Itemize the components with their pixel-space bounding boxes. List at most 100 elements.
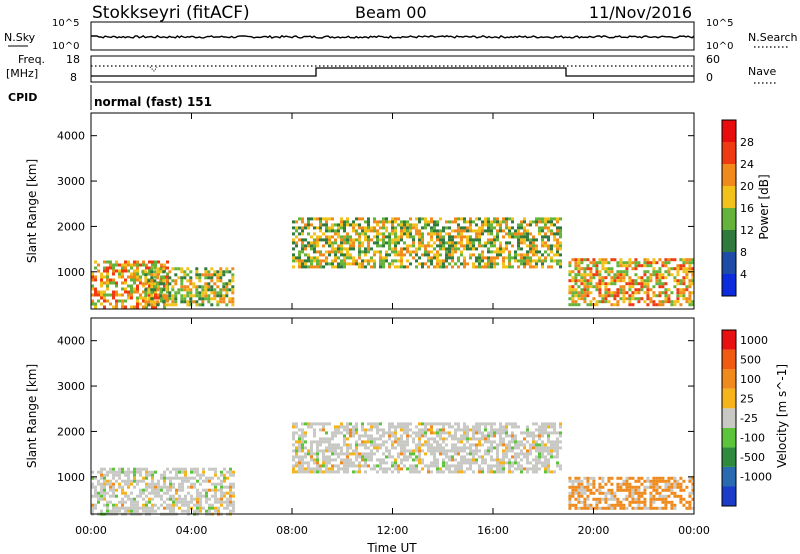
echo-cell xyxy=(454,446,457,450)
echo-cell xyxy=(613,282,617,286)
echo-cell xyxy=(583,488,587,492)
echo-cell xyxy=(301,226,304,230)
echo-cell xyxy=(646,476,650,480)
echo-cell xyxy=(673,267,677,271)
echo-cell xyxy=(144,273,148,277)
echo-cell xyxy=(400,229,403,233)
echo-cell xyxy=(424,431,427,435)
echo-cell xyxy=(616,273,620,277)
echo-cell xyxy=(517,229,520,233)
echo-cell xyxy=(391,431,394,435)
echo-cell xyxy=(325,238,328,242)
echo-cell xyxy=(502,425,505,429)
echo-cell xyxy=(106,491,109,495)
echo-cell xyxy=(646,264,650,268)
echo-cell xyxy=(103,467,106,471)
echo-cell xyxy=(231,276,235,280)
echo-cell xyxy=(418,449,421,453)
echo-cell xyxy=(421,431,424,435)
echo-cell xyxy=(526,232,529,236)
echo-cell xyxy=(156,276,160,280)
echo-cell xyxy=(133,260,136,264)
echo-cell xyxy=(550,223,553,227)
echo-cell xyxy=(451,256,454,260)
echo-cell xyxy=(232,500,235,504)
echo-cell xyxy=(685,288,689,292)
echo-cell xyxy=(544,223,547,227)
echo-cell xyxy=(388,452,391,456)
echo-cell xyxy=(433,253,436,257)
echo-cell xyxy=(592,485,596,489)
echo-cell xyxy=(493,428,496,432)
echo-cell xyxy=(571,303,575,307)
echo-cell xyxy=(646,258,650,262)
echo-cell xyxy=(310,470,313,474)
echo-cell xyxy=(361,452,364,456)
echo-cell xyxy=(100,281,103,285)
echo-cell xyxy=(472,437,475,441)
echo-cell xyxy=(544,244,547,248)
echo-cell xyxy=(394,428,397,432)
echo-cell xyxy=(451,238,454,242)
echo-cell xyxy=(397,253,400,257)
echo-cell xyxy=(571,488,575,492)
echo-cell xyxy=(150,303,154,307)
echo-cell xyxy=(553,428,556,432)
echo-cell xyxy=(646,288,650,292)
echo-cell xyxy=(204,285,208,289)
echo-cell xyxy=(325,446,328,450)
echo-cell xyxy=(541,244,544,248)
echo-cell xyxy=(619,482,623,486)
echo-cell xyxy=(115,494,118,498)
echo-cell xyxy=(394,458,397,462)
echo-cell xyxy=(586,285,590,289)
echo-cell xyxy=(109,482,112,486)
echo-cell xyxy=(394,446,397,450)
echo-cell xyxy=(442,262,445,266)
echo-cell xyxy=(319,223,322,227)
echo-cell xyxy=(421,262,424,266)
echo-cell xyxy=(376,250,379,254)
echo-cell xyxy=(168,303,172,307)
echo-cell xyxy=(388,238,391,242)
echo-cell xyxy=(493,458,496,462)
echo-cell xyxy=(676,479,680,483)
echo-cell xyxy=(478,232,481,236)
echo-cell xyxy=(676,485,680,489)
echo-cell xyxy=(187,476,190,480)
echo-cell xyxy=(385,431,388,435)
echo-cell xyxy=(208,476,211,480)
echo-cell xyxy=(475,428,478,432)
echo-cell xyxy=(301,464,304,468)
echo-cell xyxy=(358,437,361,441)
echo-cell xyxy=(352,449,355,453)
echo-cell xyxy=(301,229,304,233)
echo-cell xyxy=(496,235,499,239)
echo-cell xyxy=(643,491,647,495)
echo-cell xyxy=(448,226,451,230)
echo-cell xyxy=(508,259,511,263)
echo-cell xyxy=(613,273,617,277)
echo-cell xyxy=(153,300,157,304)
echo-cell xyxy=(112,506,115,510)
echo-cell xyxy=(511,455,514,459)
echo-cell xyxy=(316,464,319,468)
echo-cell xyxy=(292,431,295,435)
echo-cell xyxy=(430,452,433,456)
echo-cell xyxy=(391,446,394,450)
echo-cell xyxy=(397,223,400,227)
echo-cell xyxy=(574,267,578,271)
echo-cell xyxy=(313,265,316,269)
echo-cell xyxy=(535,464,538,468)
echo-cell xyxy=(328,470,331,474)
echo-cell xyxy=(367,250,370,254)
echo-cell xyxy=(192,300,196,304)
echo-cell xyxy=(523,232,526,236)
echo-cell xyxy=(559,241,562,245)
echo-cell xyxy=(307,467,310,471)
colorbar-segment xyxy=(722,369,736,389)
echo-cell xyxy=(205,509,208,513)
echo-cell xyxy=(313,238,316,242)
echo-cell xyxy=(535,244,538,248)
echo-cell xyxy=(568,476,572,480)
